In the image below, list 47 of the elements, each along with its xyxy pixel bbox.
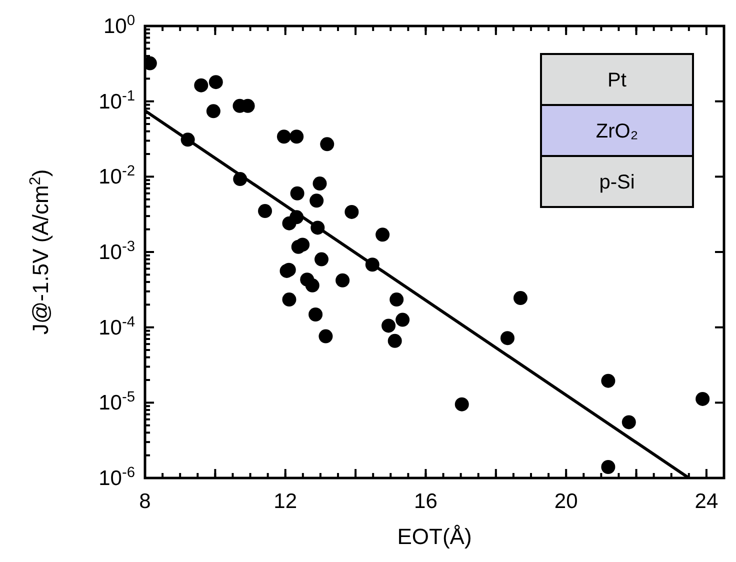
x-axis-title: EOT(Å) (397, 524, 472, 549)
point (513, 291, 528, 306)
x-tick-label: 16 (414, 490, 438, 513)
point (296, 238, 310, 252)
point (388, 334, 402, 348)
point (208, 75, 223, 90)
point (601, 374, 616, 388)
point (696, 392, 710, 406)
y-tick-label: 10$^{-5}$ (98, 390, 135, 415)
point (305, 278, 320, 292)
point (382, 318, 396, 333)
annotation: p-Si (599, 172, 635, 194)
x-tick-label: 12 (274, 490, 298, 513)
point (622, 415, 636, 430)
y-tick-label: 10$^{-3}$ (98, 239, 135, 264)
annotation: ZrO₂ (596, 120, 638, 142)
y-tick-label: 10$^{-4}$ (98, 314, 135, 340)
point (206, 104, 220, 118)
y-tick-label: 10$^{-6}$ (98, 465, 135, 490)
x-tick-label: 8 (139, 490, 151, 513)
point (601, 460, 616, 474)
point (344, 204, 359, 219)
point (276, 130, 291, 144)
x-tick-label: 24 (694, 490, 718, 513)
annotation: Pt (608, 70, 627, 92)
point (282, 292, 296, 307)
point (318, 329, 333, 344)
y-tick-label: 10$^{-1}$ (98, 88, 135, 114)
point (336, 273, 350, 288)
y-tick-label: 10$^{-2}$ (98, 164, 135, 189)
point (290, 186, 304, 200)
point (310, 194, 324, 208)
point (320, 137, 334, 152)
x-tick-label: 20 (554, 490, 578, 513)
point (376, 228, 390, 242)
point (290, 130, 304, 144)
point (282, 216, 296, 230)
point (312, 176, 327, 191)
y-tick-label: 10$^{0}$ (103, 13, 135, 38)
point (258, 204, 272, 218)
point (500, 331, 514, 346)
point (194, 78, 208, 92)
point (454, 397, 469, 412)
point (308, 308, 323, 322)
point (390, 292, 404, 307)
point (396, 312, 410, 327)
point (314, 252, 329, 266)
